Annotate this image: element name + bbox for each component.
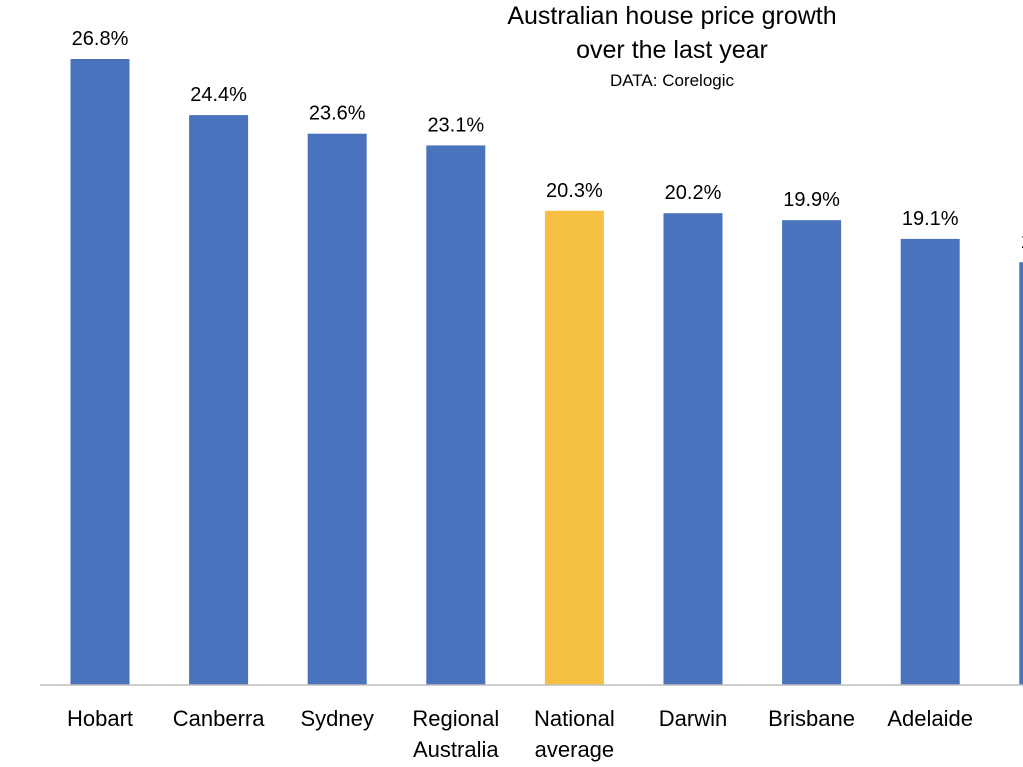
bar-6 [782,220,842,685]
data-label-1: 24.4% [190,84,247,106]
category-label-7-line-0: Adelaide [887,706,973,731]
bar-1 [189,115,249,686]
category-label-4-line-0: National [534,706,615,731]
data-label-4: 20.3% [546,180,603,202]
data-label-5: 20.2% [665,182,722,204]
category-label-5-line-0: Darwin [659,706,727,731]
bar-5 [663,213,723,685]
category-label-3-line-0: Regional [412,706,499,731]
category-label-6-line-0: Brisbane [768,706,855,731]
data-labels-group: 26.8% 24.4% 23.6% 23.1% 20.3% 20.2% 19.9% 19.1%… [72,28,1023,253]
category-label-1-line-0: Canberra [173,706,265,731]
bars-group [70,59,1023,686]
chart-title-line-2: over the last year [576,36,768,64]
data-label-0: 26.8% [72,28,129,50]
chart-subtitle: DATA: Corelogic [610,71,735,90]
chart-title-line-1: Australian house price growth [507,2,836,30]
data-label-2: 23.6% [309,103,366,125]
category-label-0-line-0: Hobart [67,706,133,731]
data-label-3: 23.1% [427,114,484,136]
bar-2 [307,133,367,685]
bar-4 [544,210,604,686]
data-label-6: 19.9% [783,189,840,211]
data-label-8: 18.1% [1020,231,1023,253]
category-label-4-line-1: average [535,737,615,762]
bar-7 [900,238,960,685]
bar-0 [70,59,130,685]
bar-3 [426,145,486,685]
bar-8 [1019,262,1023,685]
category-label-2-line-0: Sydney [301,706,374,731]
category-labels-group: Hobart Canberra Sydney Regional Australia Nat… [67,706,973,762]
category-label-3-line-1: Australia [413,737,499,762]
data-label-7: 19.1% [902,208,959,230]
